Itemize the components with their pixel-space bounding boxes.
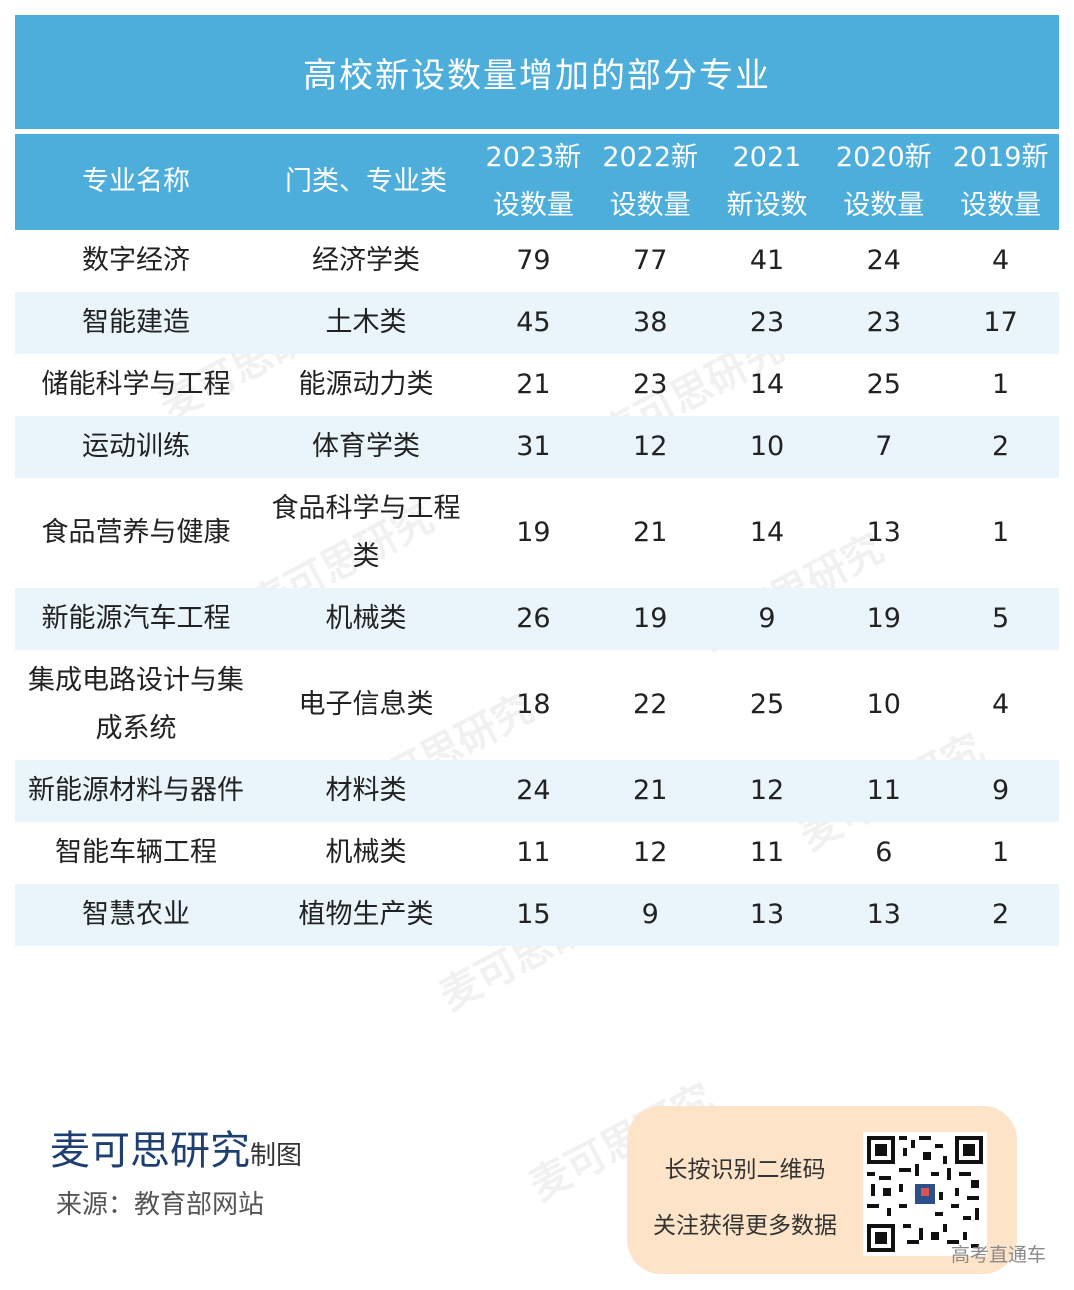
value-2022: 9 — [591, 884, 709, 946]
value-2023: 11 — [516, 837, 551, 868]
value-2020: 10 — [866, 689, 901, 720]
table-row: 运动训练 体育学类 31 12 10 7 2 — [15, 416, 1059, 478]
value-2019: 2 — [942, 884, 1059, 946]
value-2019: 5 — [942, 588, 1059, 650]
header-2019: 2019新 设数量 — [942, 134, 1059, 230]
value-2023: 21 — [516, 369, 551, 400]
value-2021: 14 — [749, 517, 785, 548]
table-row: 智能建造 土木类 45 38 23 23 17 — [15, 292, 1059, 354]
table-row: 新能源汽车工程 机械类 26 19 9 19 5 — [15, 588, 1059, 650]
value-2023: 45 — [475, 292, 592, 354]
table-row: 集成电路设计与集成系统 电子信息类 18 22 25 10 4 — [15, 650, 1059, 760]
value-2022: 38 — [591, 292, 709, 354]
table-row: 智能车辆工程 机械类 11 12 11 6 1 — [15, 822, 1059, 884]
value-2022: 21 — [633, 517, 668, 548]
value-2023: 26 — [475, 588, 592, 650]
value-2019: 1 — [992, 837, 1010, 868]
value-2022: 19 — [591, 588, 709, 650]
value-2019: 2 — [942, 416, 1059, 478]
value-2020: 11 — [825, 760, 943, 822]
major-name: 运动训练 — [15, 416, 257, 478]
major-name: 食品营养与健康 — [41, 517, 231, 548]
major-name: 智慧农业 — [15, 884, 257, 946]
value-2022: 22 — [633, 689, 668, 720]
value-2019: 9 — [942, 760, 1059, 822]
major-category: 体育学类 — [257, 416, 475, 478]
major-name: 数字经济 — [82, 245, 190, 276]
major-category: 机械类 — [325, 837, 407, 868]
qr-promo-card: 长按识别二维码 关注获得更多数据 — [627, 1106, 1017, 1274]
major-name: 智能车辆工程 — [55, 837, 217, 868]
header-category: 门类、专业类 — [257, 134, 475, 230]
value-2021: 25 — [749, 689, 785, 720]
major-name: 集成电路设计与集成系统 — [28, 665, 244, 744]
major-name: 新能源汽车工程 — [15, 588, 257, 650]
value-2023: 19 — [516, 517, 551, 548]
table-row: 智慧农业 植物生产类 15 9 13 13 2 — [15, 884, 1059, 946]
value-2020: 25 — [866, 369, 901, 400]
value-2019: 17 — [942, 292, 1059, 354]
value-2021: 9 — [708, 588, 826, 650]
major-category: 经济学类 — [312, 245, 420, 276]
major-name: 储能科学与工程 — [41, 369, 231, 400]
major-category: 材料类 — [257, 760, 475, 822]
brand-suffix: 制图 — [250, 1141, 303, 1171]
value-2020: 13 — [866, 517, 901, 548]
value-2021: 23 — [708, 292, 826, 354]
qr-prompt-line1: 长按识别二维码 — [664, 1157, 826, 1183]
header-2022: 2022新 设数量 — [591, 134, 709, 230]
major-category: 电子信息类 — [298, 689, 434, 720]
value-2021: 14 — [749, 369, 785, 400]
table-header-row: 专业名称 门类、专业类 2023新 设数量 2022新 设数量 2021 新设数… — [15, 134, 1059, 230]
data-source: 来源：教育部网站 — [56, 1190, 265, 1220]
value-2023: 79 — [516, 245, 551, 276]
major-name: 新能源材料与器件 — [15, 760, 257, 822]
value-2023: 18 — [516, 689, 551, 720]
table-row: 新能源材料与器件 材料类 24 21 12 11 9 — [15, 760, 1059, 822]
value-2019: 1 — [992, 517, 1010, 548]
header-major-name: 专业名称 — [15, 134, 257, 230]
qr-code-icon[interactable] — [863, 1132, 987, 1256]
qr-prompt-line2: 关注获得更多数据 — [653, 1213, 837, 1239]
value-2021: 11 — [749, 837, 785, 868]
value-2022: 23 — [633, 369, 668, 400]
value-2022: 77 — [633, 245, 668, 276]
value-2022: 12 — [591, 416, 709, 478]
value-2023: 31 — [475, 416, 592, 478]
major-category: 能源动力类 — [298, 369, 434, 400]
brand-credit: 麦可思研究制图 — [50, 1118, 302, 1176]
major-category: 食品科学与工程类 — [271, 493, 461, 572]
table-title: 高校新设数量增加的部分专业 — [15, 15, 1059, 129]
value-2020: 13 — [825, 884, 943, 946]
value-2019: 4 — [992, 689, 1010, 720]
value-2020: 7 — [825, 416, 943, 478]
major-category: 土木类 — [257, 292, 475, 354]
table-row: 储能科学与工程 能源动力类 21 23 14 25 1 — [15, 354, 1059, 416]
value-2021: 41 — [749, 245, 785, 276]
majors-table: 专业名称 门类、专业类 2023新 设数量 2022新 设数量 2021 新设数… — [15, 134, 1059, 946]
header-2020: 2020新 设数量 — [825, 134, 943, 230]
major-name: 智能建造 — [15, 292, 257, 354]
value-2023: 24 — [475, 760, 592, 822]
major-category: 植物生产类 — [257, 884, 475, 946]
table-row: 食品营养与健康 食品科学与工程类 19 21 14 13 1 — [15, 478, 1059, 588]
value-2022: 12 — [633, 837, 668, 868]
header-2021: 2021 新设数 — [708, 134, 826, 230]
header-2023: 2023新 设数量 — [475, 134, 592, 230]
table-row: 数字经济 经济学类 79 77 41 24 4 — [15, 230, 1059, 292]
value-2020: 24 — [866, 245, 901, 276]
value-2021: 13 — [708, 884, 826, 946]
value-2021: 10 — [708, 416, 826, 478]
value-2022: 21 — [591, 760, 709, 822]
corner-attribution: 高考直通车 — [950, 1244, 1046, 1266]
value-2019: 4 — [992, 245, 1010, 276]
value-2020: 19 — [825, 588, 943, 650]
major-category: 机械类 — [257, 588, 475, 650]
brand-name: 麦可思研究 — [50, 1128, 250, 1174]
value-2019: 1 — [992, 369, 1010, 400]
value-2021: 12 — [708, 760, 826, 822]
value-2020: 23 — [825, 292, 943, 354]
value-2020: 6 — [875, 837, 893, 868]
value-2023: 15 — [475, 884, 592, 946]
